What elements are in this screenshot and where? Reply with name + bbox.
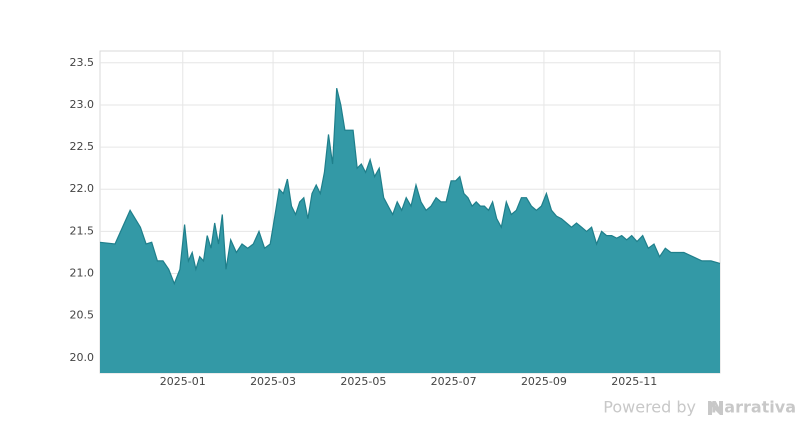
y-tick-label: 22.0 bbox=[70, 182, 95, 195]
y-tick-label: 21.0 bbox=[70, 267, 95, 280]
y-tick-label: 20.0 bbox=[70, 351, 95, 364]
watermark-prefix: Powered by bbox=[603, 398, 696, 417]
y-tick-label: 21.5 bbox=[70, 224, 95, 237]
x-tick-label: 2025-01 bbox=[160, 375, 206, 388]
watermark-brand: Narrativa bbox=[711, 398, 796, 417]
watermark-logo bbox=[708, 401, 723, 415]
y-tick-label: 23.0 bbox=[70, 98, 95, 111]
y-tick-label: 20.5 bbox=[70, 309, 95, 322]
x-tick-label: 2025-11 bbox=[611, 375, 657, 388]
x-tick-label: 2025-07 bbox=[431, 375, 477, 388]
line bbox=[99, 87, 721, 286]
area bbox=[100, 88, 720, 373]
y-tick-label: 22.5 bbox=[70, 140, 95, 153]
y-tick-label: 23.5 bbox=[70, 56, 95, 69]
x-tick-label: 2025-05 bbox=[340, 375, 386, 388]
x-tick-label: 2025-03 bbox=[250, 375, 296, 388]
x-tick-label: 2025-09 bbox=[521, 375, 567, 388]
